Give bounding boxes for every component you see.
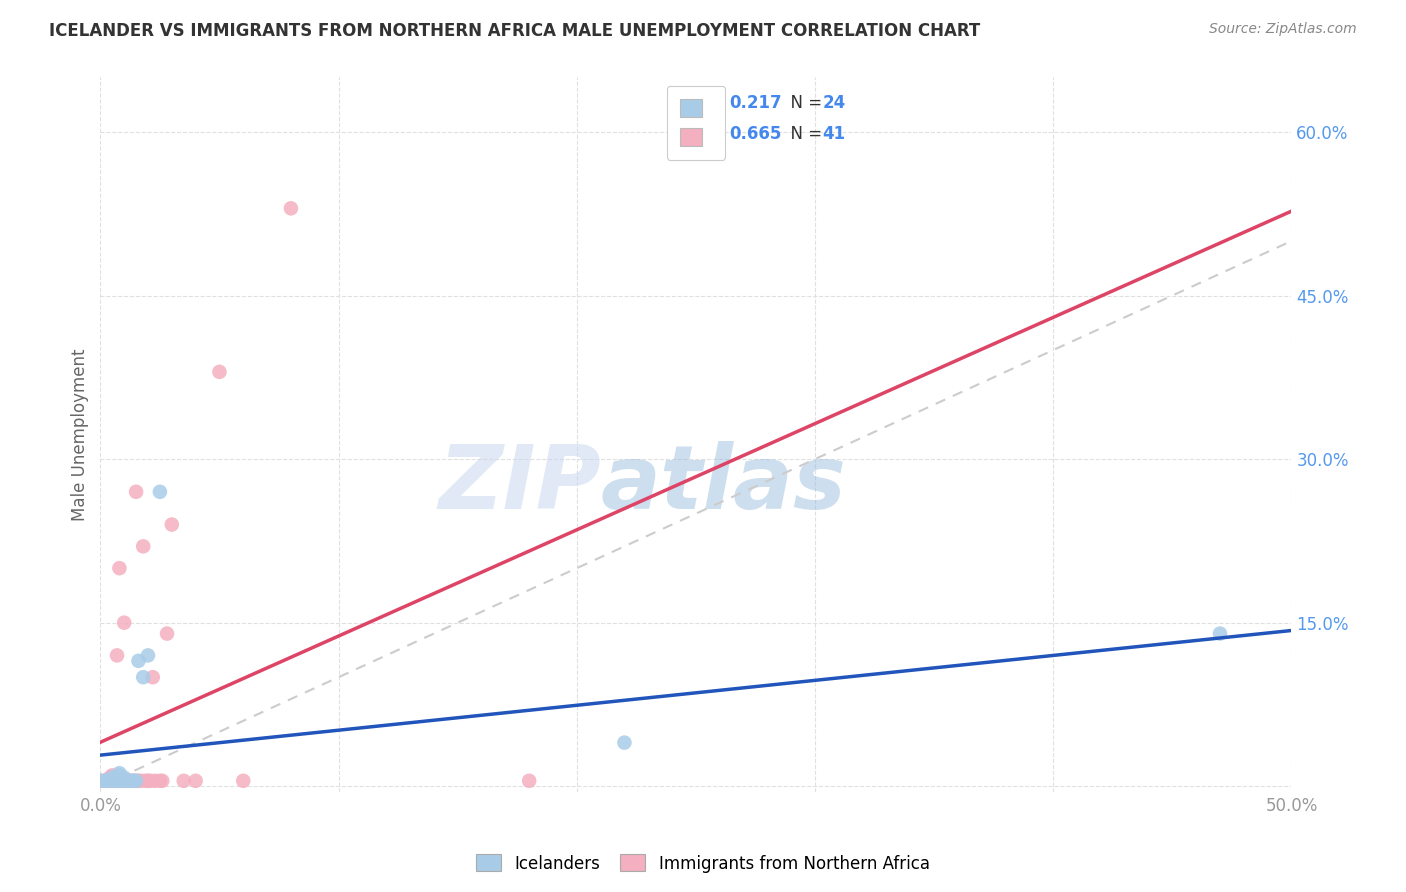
Point bbox=[98, 773, 121, 788]
Point bbox=[108, 766, 131, 780]
Point bbox=[101, 768, 124, 782]
Legend: , : , bbox=[666, 86, 725, 160]
Legend: Icelanders, Immigrants from Northern Africa: Icelanders, Immigrants from Northern Afr… bbox=[470, 847, 936, 880]
Point bbox=[122, 773, 145, 788]
Point bbox=[89, 773, 111, 788]
Point bbox=[122, 773, 145, 788]
Point bbox=[115, 773, 138, 788]
Text: ZIP: ZIP bbox=[437, 441, 600, 528]
Point bbox=[108, 768, 131, 782]
Point bbox=[105, 648, 128, 663]
Text: N =: N = bbox=[779, 94, 827, 112]
Point bbox=[149, 484, 172, 499]
Point bbox=[280, 202, 302, 216]
Point bbox=[98, 771, 121, 785]
Y-axis label: Male Unemployment: Male Unemployment bbox=[72, 348, 89, 521]
Point bbox=[135, 773, 157, 788]
Point bbox=[111, 773, 134, 788]
Point bbox=[149, 773, 172, 788]
Point bbox=[132, 539, 155, 553]
Point bbox=[127, 654, 149, 668]
Point bbox=[115, 773, 138, 788]
Point bbox=[96, 773, 118, 788]
Point bbox=[125, 773, 148, 788]
Text: R =: R = bbox=[682, 94, 718, 112]
Point bbox=[105, 773, 128, 788]
Point bbox=[132, 670, 155, 684]
Point bbox=[112, 771, 135, 785]
Text: 0.217: 0.217 bbox=[730, 94, 782, 112]
Point bbox=[160, 517, 183, 532]
Text: ICELANDER VS IMMIGRANTS FROM NORTHERN AFRICA MALE UNEMPLOYMENT CORRELATION CHART: ICELANDER VS IMMIGRANTS FROM NORTHERN AF… bbox=[49, 22, 980, 40]
Point bbox=[120, 773, 142, 788]
Text: 0.665: 0.665 bbox=[730, 125, 782, 143]
Point bbox=[184, 773, 207, 788]
Point bbox=[139, 773, 162, 788]
Point bbox=[613, 736, 636, 750]
Point bbox=[112, 773, 135, 788]
Text: 41: 41 bbox=[823, 125, 845, 143]
Point bbox=[208, 365, 231, 379]
Text: 24: 24 bbox=[823, 94, 845, 112]
Text: Source: ZipAtlas.com: Source: ZipAtlas.com bbox=[1209, 22, 1357, 37]
Point bbox=[136, 773, 159, 788]
Point bbox=[94, 773, 117, 788]
Point bbox=[108, 773, 131, 788]
Point bbox=[517, 773, 540, 788]
Point bbox=[104, 773, 127, 788]
Point bbox=[118, 773, 141, 788]
Point bbox=[104, 771, 127, 785]
Point bbox=[173, 773, 195, 788]
Point bbox=[118, 773, 141, 788]
Point bbox=[94, 773, 117, 788]
Point bbox=[91, 773, 114, 788]
Point bbox=[112, 615, 135, 630]
Point bbox=[98, 773, 121, 788]
Point bbox=[112, 773, 135, 788]
Point bbox=[156, 626, 179, 640]
Point bbox=[136, 648, 159, 663]
Point bbox=[143, 773, 166, 788]
Point bbox=[96, 773, 118, 788]
Text: atlas: atlas bbox=[600, 441, 846, 528]
Point bbox=[89, 773, 111, 788]
Point bbox=[150, 773, 173, 788]
Point bbox=[125, 484, 148, 499]
Text: R =: R = bbox=[682, 125, 718, 143]
Point bbox=[127, 773, 149, 788]
Text: N =: N = bbox=[779, 125, 827, 143]
Point bbox=[108, 561, 131, 575]
Point bbox=[142, 670, 165, 684]
Point bbox=[101, 773, 124, 788]
Point bbox=[129, 773, 152, 788]
Point bbox=[1209, 626, 1232, 640]
Point bbox=[111, 773, 134, 788]
Point bbox=[101, 773, 124, 788]
Point bbox=[105, 773, 128, 788]
Point bbox=[120, 773, 142, 788]
Point bbox=[232, 773, 254, 788]
Point bbox=[101, 771, 124, 785]
Point bbox=[104, 773, 127, 788]
Point bbox=[125, 773, 148, 788]
